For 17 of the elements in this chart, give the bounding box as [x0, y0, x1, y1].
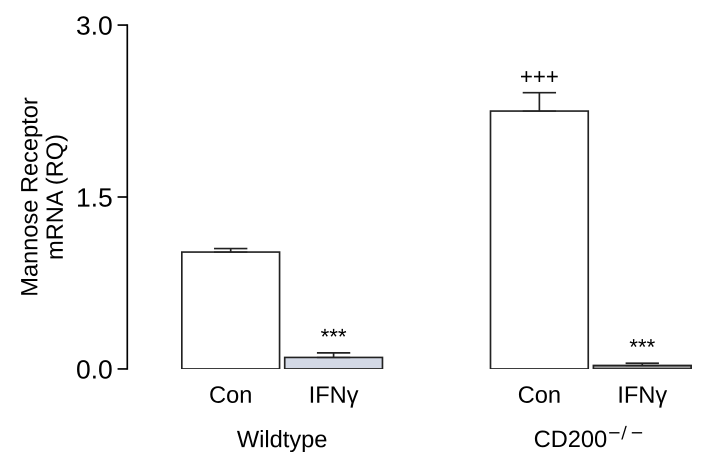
text: Wildtype: [236, 430, 326, 452]
data-label: ***: [630, 339, 655, 347]
y-axis-title: Mannose Receptor mRNA (RQ): [21, 98, 68, 295]
bar: [180, 251, 280, 369]
y-tick-label: 1.5: [78, 188, 112, 207]
x-tick-label: Con: [210, 386, 251, 403]
data-label: ***: [320, 328, 346, 337]
data-label: +++: [520, 71, 558, 82]
x-tick-label: IFNγ: [310, 386, 358, 408]
text: CD200$^{−/−}$: [534, 426, 642, 448]
y-tick-label: 0.0: [77, 360, 112, 379]
x-tick-label: Con: [518, 386, 560, 403]
bar: [490, 110, 590, 369]
bar: [284, 356, 384, 369]
bar: [592, 364, 692, 369]
x-tick-label: IFNγ: [620, 386, 668, 408]
y-tick-label: 3.0: [77, 16, 112, 35]
